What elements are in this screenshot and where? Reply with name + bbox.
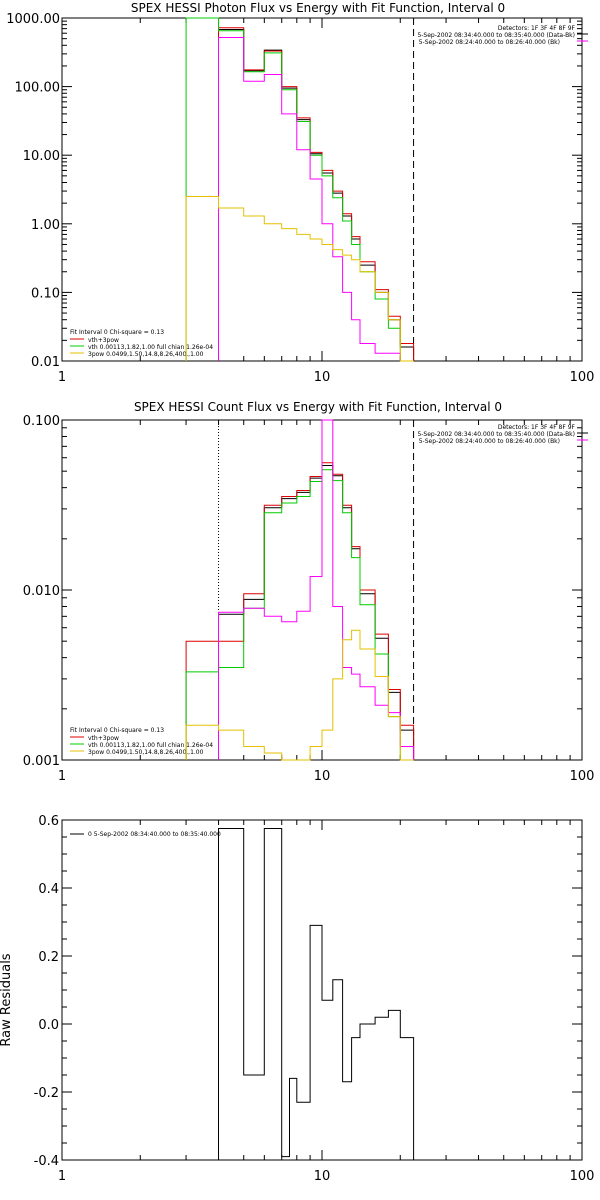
x-tick-label: 100 [570,1169,595,1184]
y-tick-label: 1.00 [31,218,60,233]
legend-entry-data: 5-Sep-2002 08:34:40.000 to 08:35:40.000 … [417,32,575,39]
x-tick-label: 10 [314,370,331,385]
y-tick-label: 0.001 [23,754,60,769]
y-tick-label: 100.00 [15,81,61,96]
legend-entry: 0 5-Sep-2002 08:34:40.000 to 08:35:40.00… [88,831,221,838]
legend-entry-powerlaw: 3pow 0.0499,1.50,14.8,8.26,400.,1.00 [88,351,204,358]
legend-header: Detectors: 1F 3F 4F 8F 9F [498,25,576,32]
legend-entry-powerlaw: 3pow 0.0499,1.50,14.8,8.26,400.,1.00 [88,749,204,756]
legend-left: Fit Interval 0 Chi-square = 0.13 vth+3po… [70,329,213,358]
legend-right: Detectors: 1F 3F 4F 8F 9F 5-Sep-2002 08:… [417,424,575,445]
y-tick-label: -0.2 [34,1086,59,1101]
x-tick-label: 10 [314,1169,331,1184]
legend-header: Fit Interval 0 Chi-square = 0.13 [70,329,164,336]
chart-title: SPEX HESSI Photon Flux vs Energy with Fi… [131,1,505,15]
legend-right: Detectors: 1F 3F 4F 8F 9F 5-Sep-2002 08:… [417,25,575,46]
x-tick-label: 100 [570,370,595,385]
y-tick-label: 10.00 [23,149,60,164]
series-line-4 [185,629,414,761]
y-tick-label: 0.4 [38,882,59,897]
legend-header: Detectors: 1F 3F 4F 8F 9F [498,424,576,431]
series-line-4 [185,196,414,362]
y-tick-label: 1000.00 [6,12,60,27]
residuals-panel: Raw Residuals 0 5-Sep-2002 08:34:40.000 … [0,814,594,1184]
legend-entry-background: 5-Sep-2002 08:24:40.000 to 08:26:40.000 … [419,438,560,445]
x-tick-label: 1 [58,1169,66,1184]
y-tick-label: 0.100 [23,414,60,429]
y-tick-label: -0.4 [34,1154,59,1169]
series-line-3 [218,37,401,361]
legend-entry-data: 5-Sep-2002 08:34:40.000 to 08:35:40.000 … [417,431,575,438]
x-tick-label: 10 [314,769,331,784]
series-line-0 [218,828,415,1160]
y-tick-label: 0.2 [38,950,59,965]
legend-entry-background: 5-Sep-2002 08:24:40.000 to 08:26:40.000 … [419,39,560,46]
count-flux-panel: SPEX HESSI Count Flux vs Energy with Fit… [23,400,595,784]
y-tick-label: 0.10 [31,286,60,301]
photon-flux-panel: SPEX HESSI Photon Flux vs Energy with Fi… [6,1,594,385]
y-tick-label: 0.010 [23,584,60,599]
x-tick-label: 1 [58,370,66,385]
legend-entry-total: vth+3pow [88,337,119,344]
y-tick-label: 0.0 [38,1018,59,1033]
y-tick-label: 0.01 [31,355,60,370]
legend-entry-thermal: vth 0.00113,1.82,1.00 full chian 1.26e-0… [88,742,213,749]
legend-header: Fit Interval 0 Chi-square = 0.13 [70,727,164,734]
legend-entry-thermal: vth 0.00113,1.82,1.00 full chian 1.26e-0… [88,344,213,351]
y-tick-label: 0.6 [38,814,59,829]
chart-title: SPEX HESSI Count Flux vs Energy with Fit… [134,400,502,414]
legend-entry-total: vth+3pow [88,735,119,742]
y-axis-label: Raw Residuals [0,953,14,1046]
legend-left: Fit Interval 0 Chi-square = 0.13 vth+3po… [70,727,213,756]
x-tick-label: 1 [58,769,66,784]
x-tick-label: 100 [570,769,595,784]
